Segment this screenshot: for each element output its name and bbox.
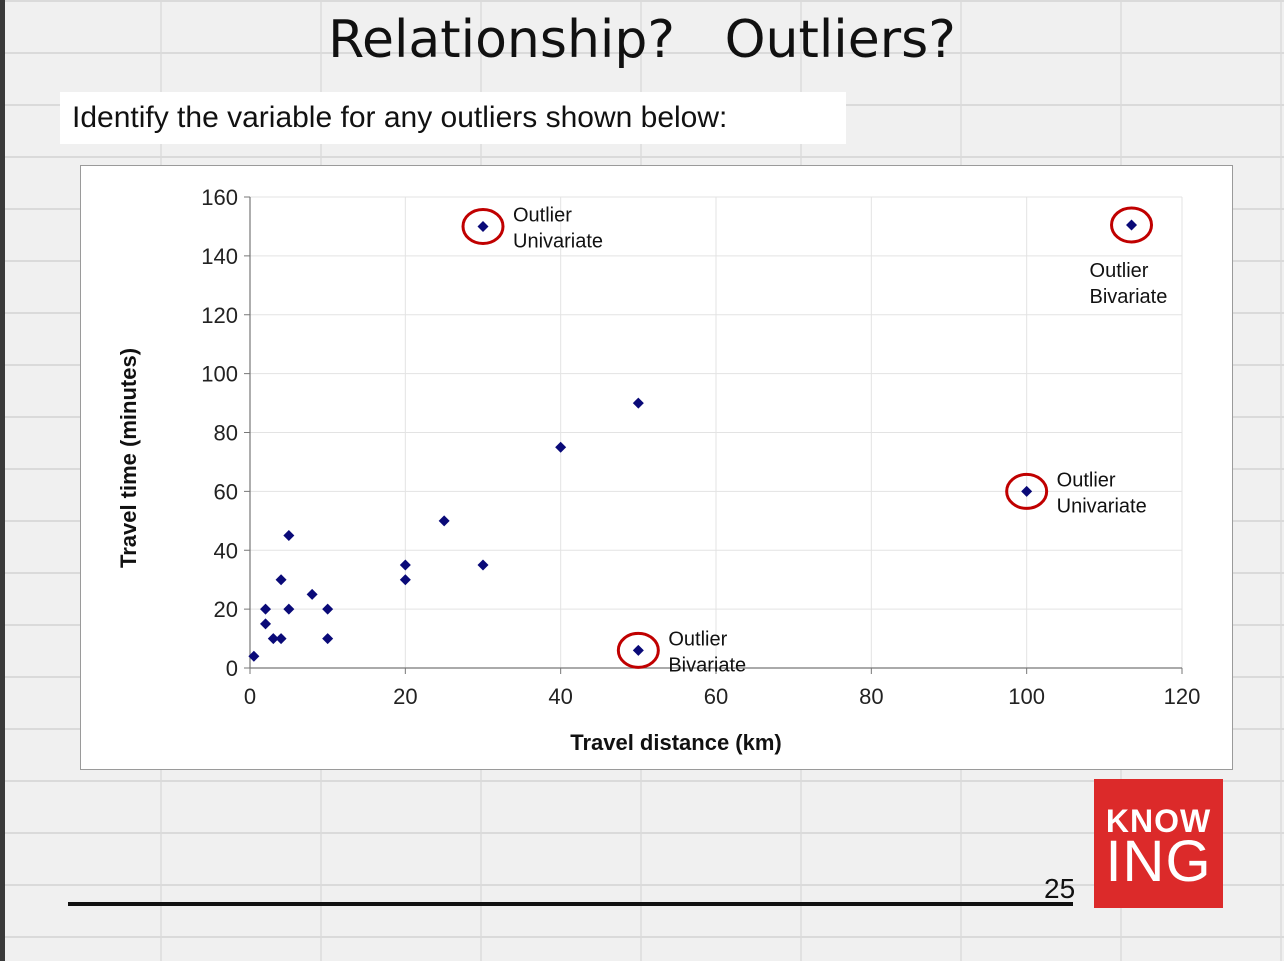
- y-tick-label: 120: [201, 303, 238, 328]
- data-point: [477, 559, 489, 571]
- y-tick-label: 60: [214, 479, 238, 504]
- x-axis-label: Travel distance (km): [570, 730, 782, 755]
- chart-points: [248, 219, 1138, 662]
- logo-text-top: KNOW: [1105, 803, 1212, 839]
- x-tick-label: 80: [859, 684, 883, 709]
- data-point: [1126, 219, 1138, 231]
- data-point: [632, 397, 644, 409]
- y-tick-label: 20: [214, 597, 238, 622]
- data-point: [555, 441, 567, 453]
- x-tick-label: 120: [1164, 684, 1201, 709]
- x-tick-label: 60: [704, 684, 728, 709]
- logo-text-bottom: ING: [1105, 829, 1212, 894]
- footer-rule: [68, 902, 1073, 906]
- subtitle-box: [60, 92, 846, 144]
- data-point: [322, 633, 334, 645]
- scatter-chart: 0 20 40 60 80 100 120 140 160 0 20 40 60 80 100 120 Out…: [116, 185, 1200, 755]
- data-point: [632, 644, 644, 656]
- chart-tick-labels: 0 20 40 60 80 100 120 140 160 0 20 40 60 80 100 120: [201, 185, 1200, 709]
- slide-subtitle: Identify the variable for any outliers s…: [72, 101, 728, 134]
- outlier-circles: [461, 206, 1154, 669]
- outlier-circle: [461, 207, 505, 245]
- left-edge-bar: [0, 0, 5, 961]
- data-point: [306, 588, 318, 600]
- data-point: [1021, 485, 1033, 497]
- data-point: [283, 530, 295, 542]
- data-point: [260, 618, 272, 630]
- outlier-circle: [1005, 472, 1049, 510]
- y-axis-label: Travel time (minutes): [116, 348, 141, 568]
- data-point: [283, 603, 295, 615]
- data-point: [267, 633, 279, 645]
- annotation-line2: Bivariate: [668, 654, 746, 676]
- x-tick-label: 40: [548, 684, 572, 709]
- slide-title: Relationship? Outliers?: [328, 10, 956, 70]
- data-point: [260, 603, 272, 615]
- x-tick-label: 0: [244, 684, 256, 709]
- data-point: [322, 603, 334, 615]
- data-point: [399, 559, 411, 571]
- data-point: [477, 220, 489, 232]
- x-tick-label: 20: [393, 684, 417, 709]
- page-number: 25: [1044, 873, 1076, 904]
- y-tick-label: 0: [226, 656, 238, 681]
- chart-annotations: Outlier Univariate Outlier Bivariate Outlier…: [513, 204, 1167, 676]
- chart-container: 0 20 40 60 80 100 120 140 160 0 20 40 60 80 100 120 Out…: [80, 165, 1233, 770]
- annotation-line2: Univariate: [1057, 495, 1147, 517]
- y-tick-label: 40: [214, 538, 238, 563]
- chart-grid: [250, 196, 1183, 668]
- annotation-line1: Outlier: [1057, 469, 1116, 491]
- outlier-circle: [616, 631, 660, 669]
- x-tick-label: 100: [1008, 684, 1045, 709]
- y-tick-label: 80: [214, 421, 238, 446]
- outlier-circle: [1110, 206, 1154, 244]
- annotation-line1: Outlier: [1090, 260, 1149, 282]
- y-tick-label: 100: [201, 362, 238, 387]
- annotation-line2: Univariate: [513, 230, 603, 252]
- data-point: [275, 574, 287, 586]
- data-point: [438, 515, 450, 527]
- annotation-line2: Bivariate: [1090, 286, 1168, 308]
- y-tick-label: 140: [201, 244, 238, 269]
- data-point: [275, 633, 287, 645]
- knowing-logo: KNOW ING: [1094, 779, 1223, 908]
- y-tick-label: 160: [201, 185, 238, 210]
- annotation-line1: Outlier: [513, 204, 572, 226]
- annotation-line1: Outlier: [668, 628, 727, 650]
- chart-axes: [244, 196, 1183, 674]
- data-point: [248, 650, 260, 662]
- data-point: [399, 574, 411, 586]
